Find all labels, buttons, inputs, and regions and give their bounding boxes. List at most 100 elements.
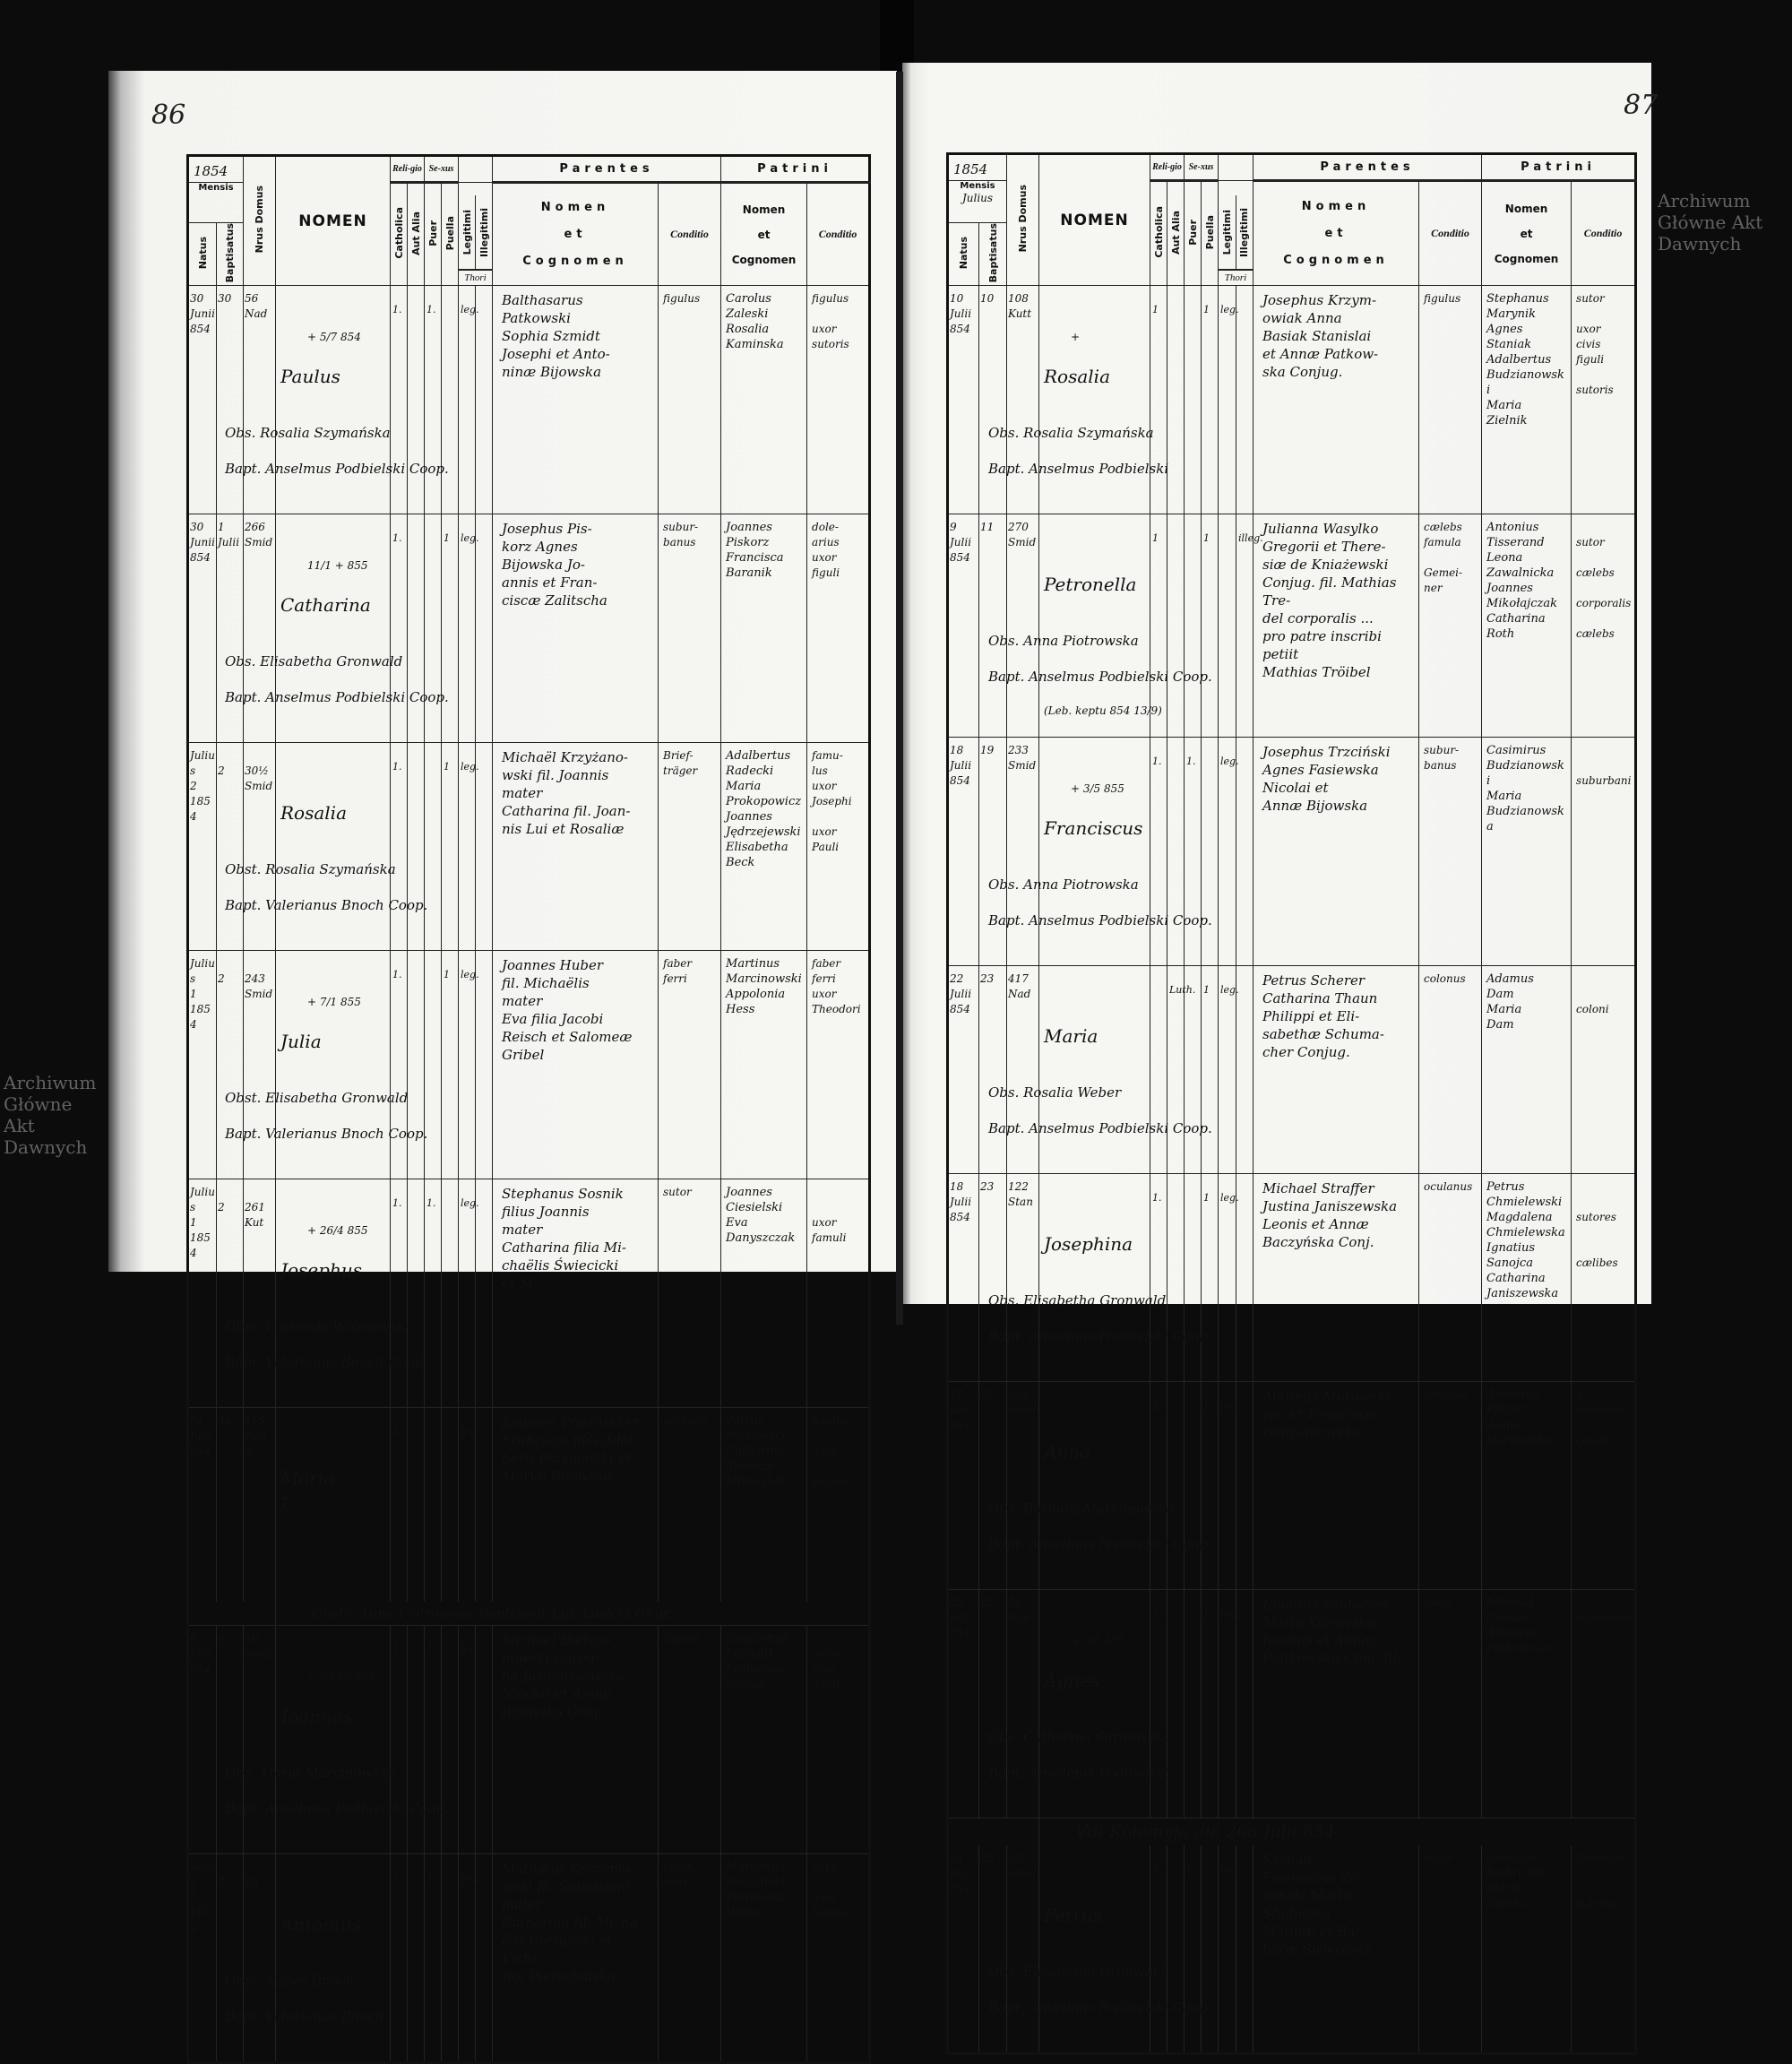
natus-date: Julius 7 1854: [187, 1853, 217, 2064]
child-name-block: Petrus: [1044, 1869, 1147, 1945]
natus-date: 9a Julii 854: [187, 1407, 217, 1602]
parents-conditio-header: Conditio: [1418, 179, 1483, 287]
death-note: + 23/10 854: [307, 1671, 375, 1684]
house-number: 278 Smid: [1006, 1845, 1039, 2055]
register-entry: Julius 1 1854 2 243 Smid + 7/1 855 Julia…: [187, 950, 871, 1180]
puella-mark: 1: [1200, 285, 1219, 515]
patrini-names: Joannes Ciesielski Eva Danyszczak: [720, 1179, 808, 1409]
catholica-mark: 1.: [1150, 1589, 1167, 1819]
puer-mark: [1184, 1589, 1202, 1819]
legitimi-mark: leg.: [1218, 1589, 1239, 1819]
book-spine-top: [880, 0, 914, 73]
child-name: Julia: [280, 1031, 322, 1053]
legitimi-header: Legitimi: [1219, 195, 1236, 270]
patrini-names: Casimirus Budzianowski Maria Budzianowsk…: [1481, 737, 1572, 967]
patrini-names: Antonius Tisserand Leona Zawalnicka Joan…: [1481, 514, 1572, 738]
child-name-block: + 23/10 854 Joannes: [280, 1649, 387, 1746]
death-note: + 26/4 855: [307, 1224, 368, 1238]
child-name-block: + Rosalia: [1044, 309, 1147, 406]
year-cell: 1854: [947, 153, 1007, 181]
legitimi-mark: leg.: [458, 1853, 479, 2064]
baptizans: Bapt. Anselmus Podbielski Coop.: [225, 689, 449, 706]
parentes-header: Parentes: [1253, 153, 1483, 182]
legitimi-mark: leg.: [1218, 1845, 1239, 2055]
thori-header: Legitimi Illegitimi Thori: [1218, 179, 1254, 287]
house-number: 261 Kut: [243, 1179, 276, 1409]
patrini-names: Michael Gonsza Antonina Patkowska: [1481, 1589, 1572, 1819]
obstetrix: Obs. Rosalia Szymańska: [988, 425, 1154, 442]
child-name: Agnes: [1044, 1670, 1100, 1692]
child-name-cell: + 5/7 854 Paulus Obs. Rosalia Szymańska …: [225, 285, 449, 515]
natus-date: 9 Julii 854: [947, 514, 979, 738]
patrini-names: Petrus Chmielewski Magdalena Chmielewska…: [1481, 1173, 1572, 1383]
watermark: Archiwum Główne Akt Dawnych: [4, 1072, 97, 1158]
catholica-mark: 1.: [390, 1407, 408, 1602]
child-name-cell: Maria Obs. Rosalia Weber Bapt. Anselmus …: [988, 965, 1212, 1175]
patrini-names: Martinus Marcinowski Appolonia Hess: [720, 950, 808, 1180]
aut-alia-mark: [1167, 285, 1185, 515]
puella-mark: 1: [440, 950, 460, 1180]
obstetrix: Obs. Barbara Marcinowska: [988, 1500, 1175, 1517]
parents-conditio: figulus: [658, 1625, 722, 1855]
parents-conditio-header: Conditio: [658, 181, 722, 287]
obstetrix: Obs. Elisabetha Gronwald: [225, 653, 403, 670]
child-name: Rosalia: [1044, 366, 1111, 388]
year: 1854: [953, 161, 988, 177]
legitimi-mark: leg.: [1218, 1381, 1239, 1591]
child-name: Paulus: [280, 366, 340, 388]
death-note: + 7/1 855: [307, 996, 361, 1009]
register-entry: 6 Julii 854 6 46 Smid + 23/10 854 Joanne…: [187, 1625, 871, 1855]
death-note: +: [1071, 331, 1081, 344]
year: 1854: [194, 163, 228, 179]
illegitimi-mark: [1236, 1381, 1254, 1591]
patrini-conditio: dole- arius uxor figuli: [806, 514, 871, 744]
patrini-conditio: uxor famuli: [806, 1179, 871, 1409]
parents-conditio: agricola: [658, 1407, 722, 1602]
obstetrix: Obs. Rosalia Szymańska: [225, 425, 391, 442]
parents-conditio: figulus: [658, 285, 722, 515]
child-name: Petrus: [1044, 1904, 1103, 1927]
child-name: Catharina: [280, 594, 371, 617]
catholica-mark: 1.: [1150, 1173, 1167, 1383]
obstetrix: Obs. Anna Piotrowska: [988, 633, 1139, 650]
parents-conditio: faber ferri: [658, 1853, 722, 2064]
thori-spacer: [1218, 153, 1254, 181]
legitimi-mark: leg.: [458, 1179, 479, 1409]
patrini-header: Patrini: [720, 155, 871, 184]
child-name: Anna: [1044, 1441, 1091, 1464]
illegitimi-mark: illeg.: [1236, 514, 1263, 738]
child-name-block: + 26/4 855 Josephus: [280, 1203, 387, 1300]
natus-date: 30 Junii 854: [187, 285, 217, 515]
baptisatus-date: 30: [216, 285, 244, 515]
parents-conditio: colonus: [1418, 965, 1483, 1175]
patrini-conditio: a costarius cælebs: [1571, 1381, 1637, 1591]
death-note: + 3/5 855: [1071, 1635, 1124, 1648]
baptisatus-date: 1 Julii: [216, 514, 244, 744]
baptisatus-date: 4a: [216, 1407, 244, 1602]
parents-names: Balthasarus Patkowski Sophia Szmidt Jose…: [492, 285, 659, 515]
patrini-conditio: agta uxor Joannis: [806, 1853, 871, 2064]
house-number: 30½ Smid: [243, 742, 276, 952]
aut-alia-mark: [1167, 1589, 1185, 1819]
illegitimi-mark: [475, 742, 494, 952]
house-number: 266 Smid: [243, 514, 276, 744]
parents-conditio: subur- banus: [658, 514, 722, 744]
parents-conditio: pelio: [1418, 1589, 1483, 1819]
illegitimi-mark: [475, 1625, 494, 1855]
baptisatus-date: 25: [978, 1589, 1007, 1819]
month: Julius: [961, 192, 994, 204]
patrini-names: Joannes Piskorz Francisca Baranik: [720, 514, 808, 744]
baptizans: Bapt. Anselmus Podbielski: [988, 461, 1169, 478]
aut-alia-mark: [1167, 514, 1185, 738]
illegitimi-mark: [475, 950, 494, 1180]
parents-conditio: subur- banus: [1418, 737, 1483, 967]
aut-alia-mark: [407, 514, 425, 744]
parents-names: Mathæus Korzenio- wski fil. Sebastiani m…: [492, 1853, 659, 2064]
patrini-names: Stephanus Marynik Francisca Basiak: [720, 1625, 808, 1855]
illegitimi-mark: [1236, 965, 1254, 1175]
register-entry: 24 Julii 854 25 278 Smid Petrus Obs. Eli…: [947, 1845, 1637, 2055]
baptizans: Bapt. Anselmus Podbielski Coop.: [988, 1328, 1212, 1345]
baptisatus-date: 25: [978, 1845, 1007, 2055]
illegitimi-mark: [1236, 1173, 1254, 1383]
right-page-register-table: 1854 Nrus Domus NOMEN Reli-gio Se-xus Pa…: [946, 152, 1638, 2056]
